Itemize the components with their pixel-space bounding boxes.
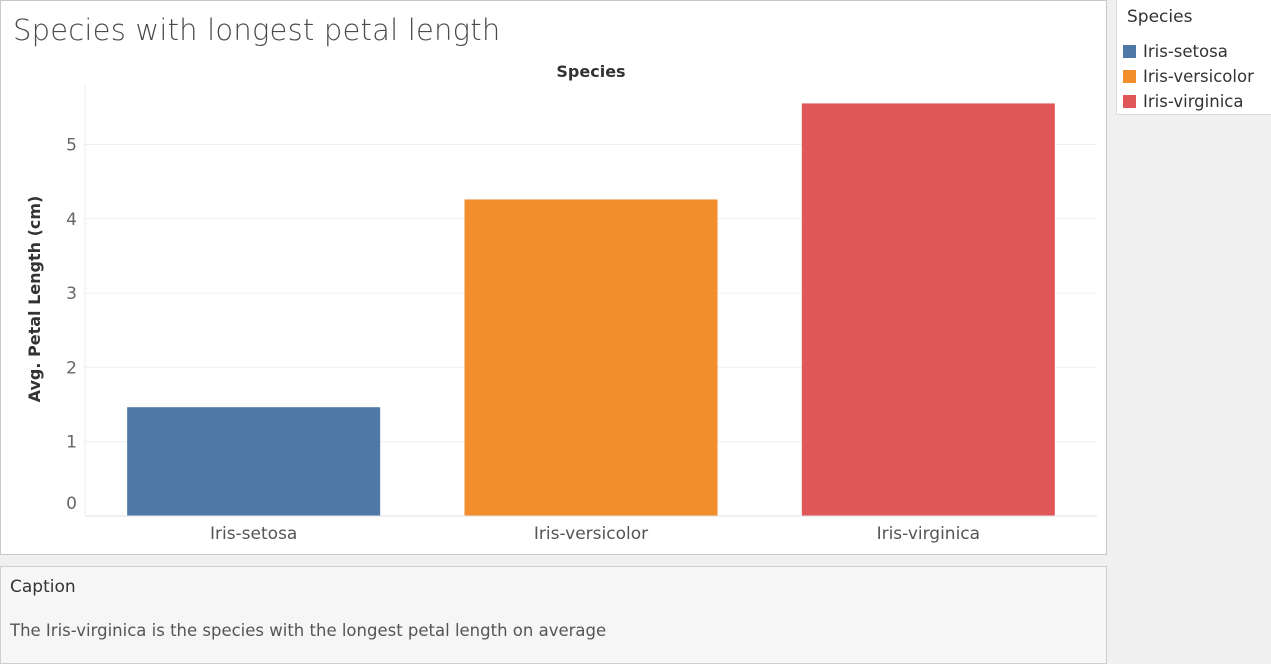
- worksheet: Species with longest petal length 0 1 2 3 4 5…: [0, 0, 1107, 555]
- legend-label: Iris-versicolor: [1143, 66, 1254, 86]
- bar-iris-setosa[interactable]: [127, 407, 381, 516]
- axes: 0 1 2 3 4 5 Iris-setosa Iris-versicolor Iris-vir…: [66, 85, 1097, 544]
- y-tick-label: 1: [66, 433, 77, 453]
- legend-label: Iris-setosa: [1143, 41, 1228, 61]
- legend-title: Species: [1127, 7, 1193, 27]
- y-tick-label: 2: [66, 358, 77, 378]
- caption-panel: Caption The Iris-virginica is the specie…: [0, 566, 1107, 664]
- y-tick-label: 0: [66, 494, 77, 514]
- y-tick-label: 3: [66, 284, 77, 304]
- legend-swatch: [1123, 44, 1136, 58]
- legend-label: Iris-virginica: [1143, 91, 1244, 111]
- legend-item-iris-setosa[interactable]: Iris-setosa: [1123, 40, 1228, 62]
- legend-item-iris-virginica[interactable]: Iris-virginica: [1123, 90, 1243, 112]
- y-tick-label: 4: [66, 210, 77, 230]
- caption-text: The Iris-virginica is the species with t…: [10, 621, 607, 640]
- caption-title: Caption: [10, 577, 76, 597]
- chart-title: Species with longest petal length: [13, 13, 501, 47]
- legend: Species Iris-setosa Iris-versicolor Iris…: [1116, 0, 1271, 115]
- y-axis-label: Avg. Petal Length (cm): [25, 196, 44, 403]
- bars: [127, 103, 1055, 517]
- column-header: Species: [556, 62, 625, 81]
- bar-iris-versicolor[interactable]: [464, 199, 718, 516]
- legend-swatch: [1123, 94, 1136, 108]
- x-tick-label: Iris-versicolor: [534, 524, 648, 544]
- bar-chart: 0 1 2 3 4 5 Iris-setosa Iris-versicolor Iris-vir…: [25, 62, 1097, 544]
- bar-iris-virginica[interactable]: [801, 103, 1055, 517]
- y-tick-label: 5: [66, 135, 77, 155]
- x-tick-label: Iris-virginica: [877, 524, 981, 544]
- x-tick-label: Iris-setosa: [210, 524, 297, 544]
- legend-item-iris-versicolor[interactable]: Iris-versicolor: [1123, 65, 1254, 87]
- legend-swatch: [1123, 69, 1136, 83]
